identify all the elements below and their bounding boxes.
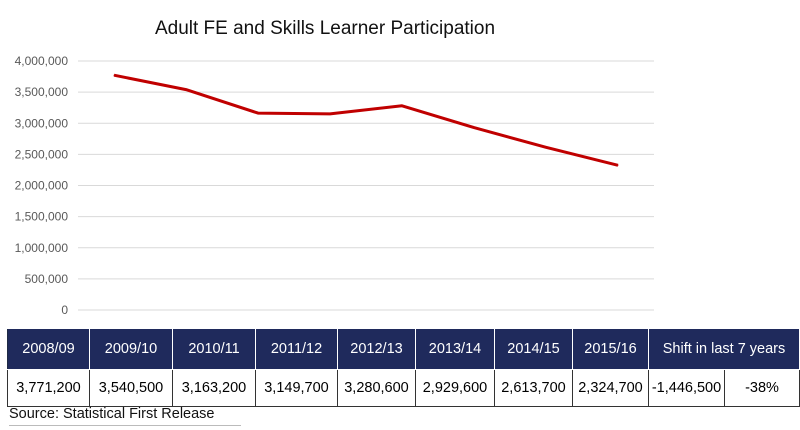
line-chart: 0 500,000 1,000,000 1,500,000 2,000,000 2,500…: [15, 54, 654, 317]
header-cell: 2012/13: [337, 328, 416, 370]
y-tick-label: 1,500,000: [15, 210, 69, 224]
data-point: [401, 105, 403, 107]
value-cell-shift-percent: -38%: [724, 369, 800, 407]
y-tick-label: 0: [61, 303, 68, 317]
y-tick-label: 500,000: [25, 272, 69, 286]
value-cell: 2,929,600: [415, 369, 495, 407]
value-cell: 3,149,700: [255, 369, 338, 407]
y-axis-ticks: 0 500,000 1,000,000 1,500,000 2,000,000 2,500…: [15, 54, 69, 317]
header-cell: 2010/11: [172, 328, 256, 370]
header-cell-shift: Shift in last 7 years: [648, 328, 800, 370]
gridlines: [78, 60, 654, 311]
y-tick-label: 2,500,000: [15, 147, 69, 161]
source-note: Source: Statistical First Release: [9, 406, 241, 426]
value-cell: 3,163,200: [172, 369, 256, 407]
data-point: [545, 146, 547, 148]
data-point: [257, 112, 259, 114]
header-cell: 2013/14: [415, 328, 495, 370]
header-cell: 2011/12: [255, 328, 338, 370]
y-tick-label: 3,500,000: [15, 85, 69, 99]
data-point: [329, 113, 331, 115]
header-cell: 2008/09: [7, 328, 90, 370]
data-point: [113, 74, 115, 76]
table-values-row: 3,771,200 3,540,500 3,163,200 3,149,700 …: [7, 369, 800, 407]
value-cell: 3,280,600: [337, 369, 416, 407]
data-point: [473, 127, 475, 129]
header-cell: 2009/10: [89, 328, 173, 370]
data-point: [185, 89, 187, 91]
y-tick-label: 3,000,000: [15, 116, 69, 130]
y-tick-label: 1,000,000: [15, 241, 69, 255]
value-cell: 3,540,500: [89, 369, 173, 407]
value-cell: 3,771,200: [7, 369, 90, 407]
value-cell-shift-absolute: -1,446,500: [648, 369, 725, 407]
header-cell: 2015/16: [572, 328, 649, 370]
table-header-row: 2008/09 2009/10 2010/11 2011/12 2012/13 …: [7, 328, 800, 370]
chart-title: Adult FE and Skills Learner Participatio…: [154, 18, 496, 39]
series-line: [113, 73, 619, 167]
header-cell: 2014/15: [494, 328, 573, 370]
value-cell: 2,613,700: [494, 369, 573, 407]
data-table: 2008/09 2009/10 2010/11 2011/12 2012/13 …: [7, 328, 800, 407]
series-line-layer: [113, 73, 619, 167]
value-cell: 2,324,700: [572, 369, 649, 407]
data-point: [617, 164, 619, 166]
y-tick-label: 2,000,000: [15, 179, 69, 193]
y-tick-label: 4,000,000: [15, 54, 69, 68]
